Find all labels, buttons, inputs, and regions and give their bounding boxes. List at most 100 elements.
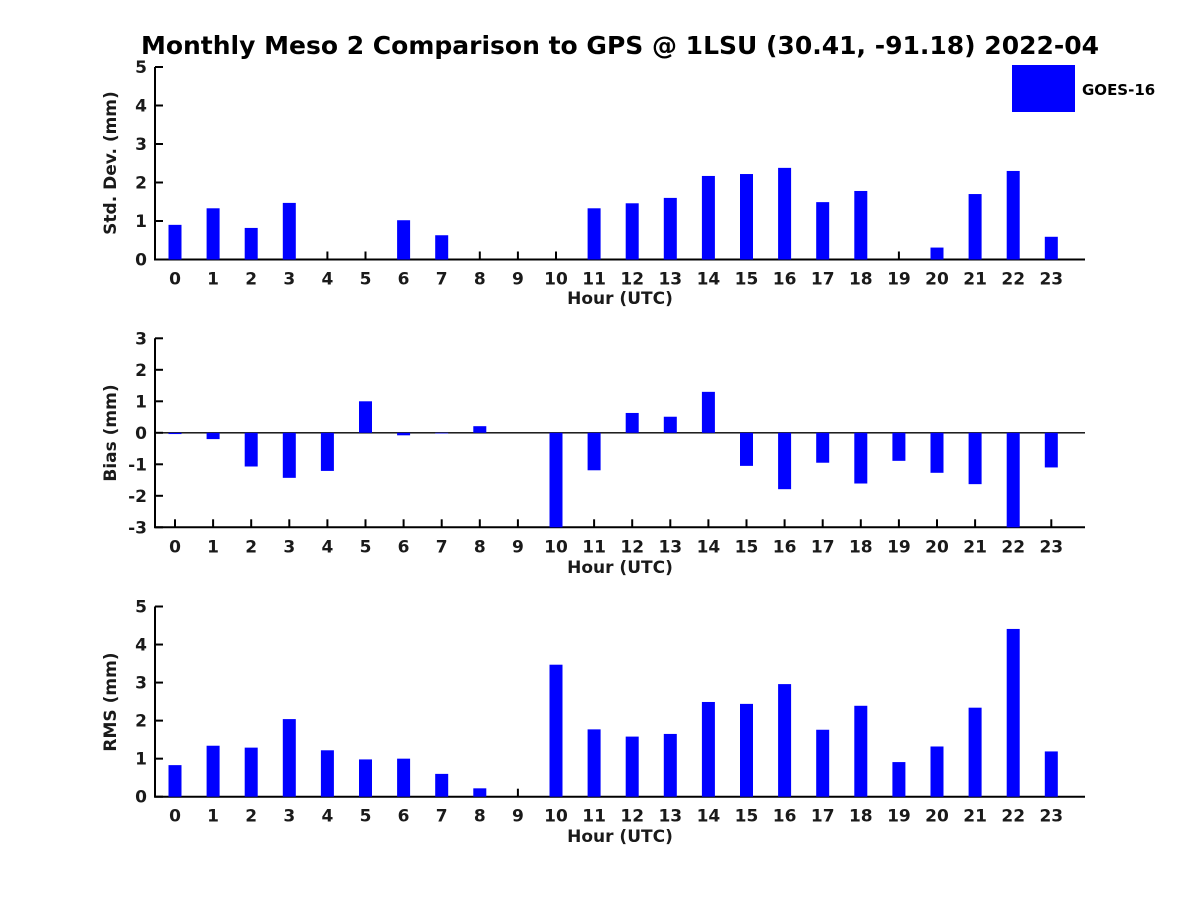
- x-tick-label-4: 4: [321, 537, 333, 557]
- x-tick-label-9: 9: [512, 270, 524, 290]
- x-tick-label-7: 7: [436, 537, 448, 557]
- bar-std_dev-hour-16: [778, 167, 792, 260]
- bar-rms-hour-20: [930, 746, 944, 797]
- bar-rms-hour-8: [473, 788, 487, 797]
- y-tick-label-2: 2: [135, 361, 147, 381]
- bar-bias-hour-8: [473, 426, 487, 433]
- x-tick-label-5: 5: [360, 807, 372, 827]
- bar-rms-hour-4: [320, 750, 334, 797]
- x-tick-label-2: 2: [245, 807, 257, 827]
- x-tick-label-2: 2: [245, 270, 257, 290]
- x-tick-label-22: 22: [1001, 270, 1025, 290]
- y-tick-label-0: 0: [135, 788, 147, 808]
- bar-rms-hour-11: [587, 729, 601, 797]
- x-tick-label-20: 20: [925, 270, 949, 290]
- y-tick-label-1: 1: [135, 392, 147, 412]
- bar-bias-hour-0: [168, 432, 182, 435]
- y-tick-label--2: -2: [128, 487, 147, 507]
- y-tick-label-3: 3: [135, 674, 147, 694]
- x-tick-label-18: 18: [849, 270, 873, 290]
- x-tick-label-23: 23: [1039, 537, 1063, 557]
- x-tick-label-20: 20: [925, 807, 949, 827]
- x-tick-label-11: 11: [582, 270, 606, 290]
- bar-rms-hour-10: [549, 664, 563, 797]
- x-tick-label-21: 21: [963, 270, 987, 290]
- x-tick-label-15: 15: [735, 537, 759, 557]
- bar-std_dev-hour-15: [740, 174, 753, 260]
- x-tick-label-0: 0: [169, 537, 181, 557]
- x-tick-label-18: 18: [849, 537, 873, 557]
- x-tick-label-17: 17: [811, 270, 835, 290]
- bar-std_dev-hour-23: [1044, 236, 1058, 260]
- bar-bias-hour-6: [397, 432, 411, 436]
- bar-bias-hour-23: [1044, 432, 1058, 468]
- x-tick-label-1: 1: [207, 807, 219, 827]
- bar-bias-hour-1: [206, 432, 220, 440]
- bar-bias-hour-19: [892, 432, 906, 461]
- bar-std_dev-hour-1: [206, 208, 220, 260]
- x-tick-label-5: 5: [360, 270, 372, 290]
- x-tick-label-8: 8: [474, 537, 486, 557]
- x-tick-label-4: 4: [321, 270, 333, 290]
- bar-rms-hour-7: [435, 773, 449, 797]
- y-tick-label-4: 4: [135, 636, 147, 656]
- x-tick-label-7: 7: [436, 270, 448, 290]
- bar-std_dev-hour-7: [435, 235, 449, 260]
- bar-bias-hour-5: [359, 401, 372, 433]
- x-tick-label-19: 19: [887, 270, 911, 290]
- y-tick-label-0: 0: [135, 251, 147, 271]
- x-tick-label-12: 12: [620, 537, 644, 557]
- bar-rms-hour-2: [244, 747, 258, 797]
- bar-rms-hour-21: [968, 707, 982, 797]
- x-tick-label-15: 15: [735, 807, 759, 827]
- bar-std_dev-hour-2: [244, 227, 258, 260]
- x-tick-label-20: 20: [925, 537, 949, 557]
- bar-rms-hour-18: [854, 705, 868, 797]
- x-tick-label-22: 22: [1001, 537, 1025, 557]
- x-tick-label-19: 19: [887, 807, 911, 827]
- bar-std_dev-hour-22: [1006, 170, 1020, 260]
- y-tick-label-1: 1: [135, 212, 147, 232]
- y-axis-label-stddev: Std. Dev. (mm): [101, 91, 121, 235]
- bar-bias-hour-16: [778, 432, 792, 490]
- x-tick-label-21: 21: [963, 537, 987, 557]
- bar-bias-hour-20: [930, 432, 944, 473]
- y-tick-label-5: 5: [135, 58, 147, 78]
- x-tick-label-14: 14: [697, 807, 721, 827]
- legend-swatch: [1012, 65, 1075, 112]
- x-tick-label-17: 17: [811, 807, 835, 827]
- x-tick-label-6: 6: [398, 537, 410, 557]
- x-tick-label-13: 13: [658, 807, 682, 827]
- bar-rms-hour-6: [397, 758, 411, 797]
- x-tick-label-1: 1: [207, 537, 219, 557]
- y-tick-label-4: 4: [135, 97, 147, 117]
- x-tick-label-12: 12: [620, 807, 644, 827]
- x-tick-label-12: 12: [620, 270, 644, 290]
- bar-std_dev-hour-18: [854, 190, 868, 260]
- x-tick-label-23: 23: [1039, 807, 1063, 827]
- x-tick-label-10: 10: [544, 270, 568, 290]
- x-tick-label-4: 4: [321, 807, 333, 827]
- x-tick-label-18: 18: [849, 807, 873, 827]
- y-axis-label-rms: RMS (mm): [101, 652, 121, 751]
- bar-bias-hour-18: [854, 432, 868, 484]
- bar-rms-hour-23: [1044, 751, 1058, 797]
- x-tick-label-6: 6: [398, 270, 410, 290]
- x-tick-label-10: 10: [544, 537, 568, 557]
- y-tick-label-3: 3: [135, 329, 147, 349]
- bar-rms-hour-16: [778, 684, 792, 797]
- bar-bias-hour-12: [625, 412, 639, 433]
- bar-rms-hour-12: [625, 736, 639, 797]
- x-tick-label-19: 19: [887, 537, 911, 557]
- x-tick-label-8: 8: [474, 807, 486, 827]
- x-axis-label-bias: Hour (UTC): [567, 558, 673, 578]
- bar-std_dev-hour-13: [663, 197, 677, 260]
- x-tick-label-8: 8: [474, 270, 486, 290]
- x-tick-label-16: 16: [773, 270, 797, 290]
- x-tick-label-2: 2: [245, 537, 257, 557]
- bar-std_dev-hour-21: [968, 194, 982, 260]
